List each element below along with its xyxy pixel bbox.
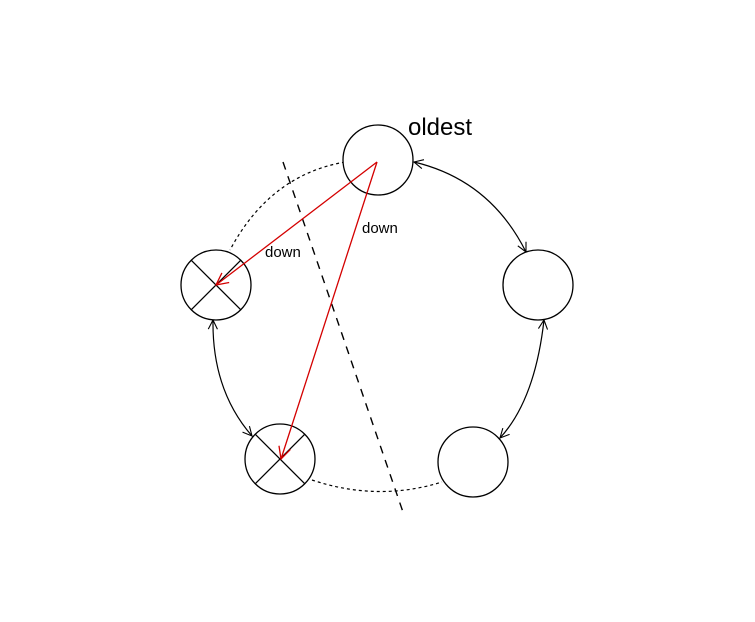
down-arrow-to-bottom-left: [281, 161, 378, 459]
node-right: [502, 249, 574, 321]
down-label-left: down: [265, 244, 301, 261]
node-top-oldest: [342, 124, 414, 196]
ring-link-bottom-broken: [311, 479, 443, 493]
ring-link-right-bottomright: [500, 320, 544, 438]
node-bottom-right: [437, 426, 509, 498]
ring-link-top-right: [414, 162, 526, 252]
partition-line: [282, 161, 405, 516]
down-label-right: down: [362, 220, 398, 237]
down-arrow-to-left: [216, 161, 378, 285]
node-bottom-left-down: [244, 423, 316, 495]
oldest-label: oldest: [408, 114, 472, 141]
ring-link-top-left-broken: [229, 161, 346, 251]
ring-link-left-bottomleft: [213, 320, 252, 436]
